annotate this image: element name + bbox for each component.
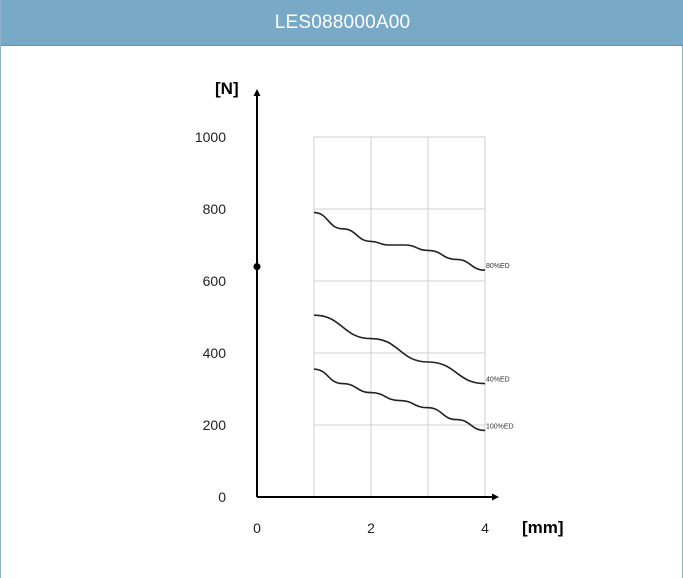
- series-line: [313, 314, 486, 385]
- x-axis-arrow: [492, 493, 499, 501]
- y-tick-label: 1000: [195, 129, 226, 145]
- series-label: 40%ED: [486, 377, 510, 384]
- y-tick-label: 0: [218, 489, 226, 505]
- x-axis-unit-label: [mm]: [522, 518, 564, 537]
- y-tick-label: 600: [203, 273, 227, 289]
- chart-header-title: LES088000A00: [274, 11, 411, 33]
- x-tick-label: 4: [481, 520, 489, 536]
- x-tick-label: 2: [367, 520, 375, 536]
- y-axis-marker-point: [253, 263, 261, 271]
- y-axis-arrow: [253, 89, 261, 96]
- series-line: [313, 368, 486, 432]
- series-label: 80%ED: [486, 263, 510, 270]
- y-tick-label: 200: [203, 417, 227, 433]
- y-axis-unit-label: [N]: [215, 79, 239, 98]
- chart-header: LES088000A00: [1, 0, 683, 46]
- y-tick-label: 400: [203, 345, 227, 361]
- series-label: 100%ED: [486, 423, 514, 430]
- x-tick-label: 0: [253, 520, 261, 536]
- series-line: [313, 211, 486, 271]
- y-tick-label: 800: [203, 201, 227, 217]
